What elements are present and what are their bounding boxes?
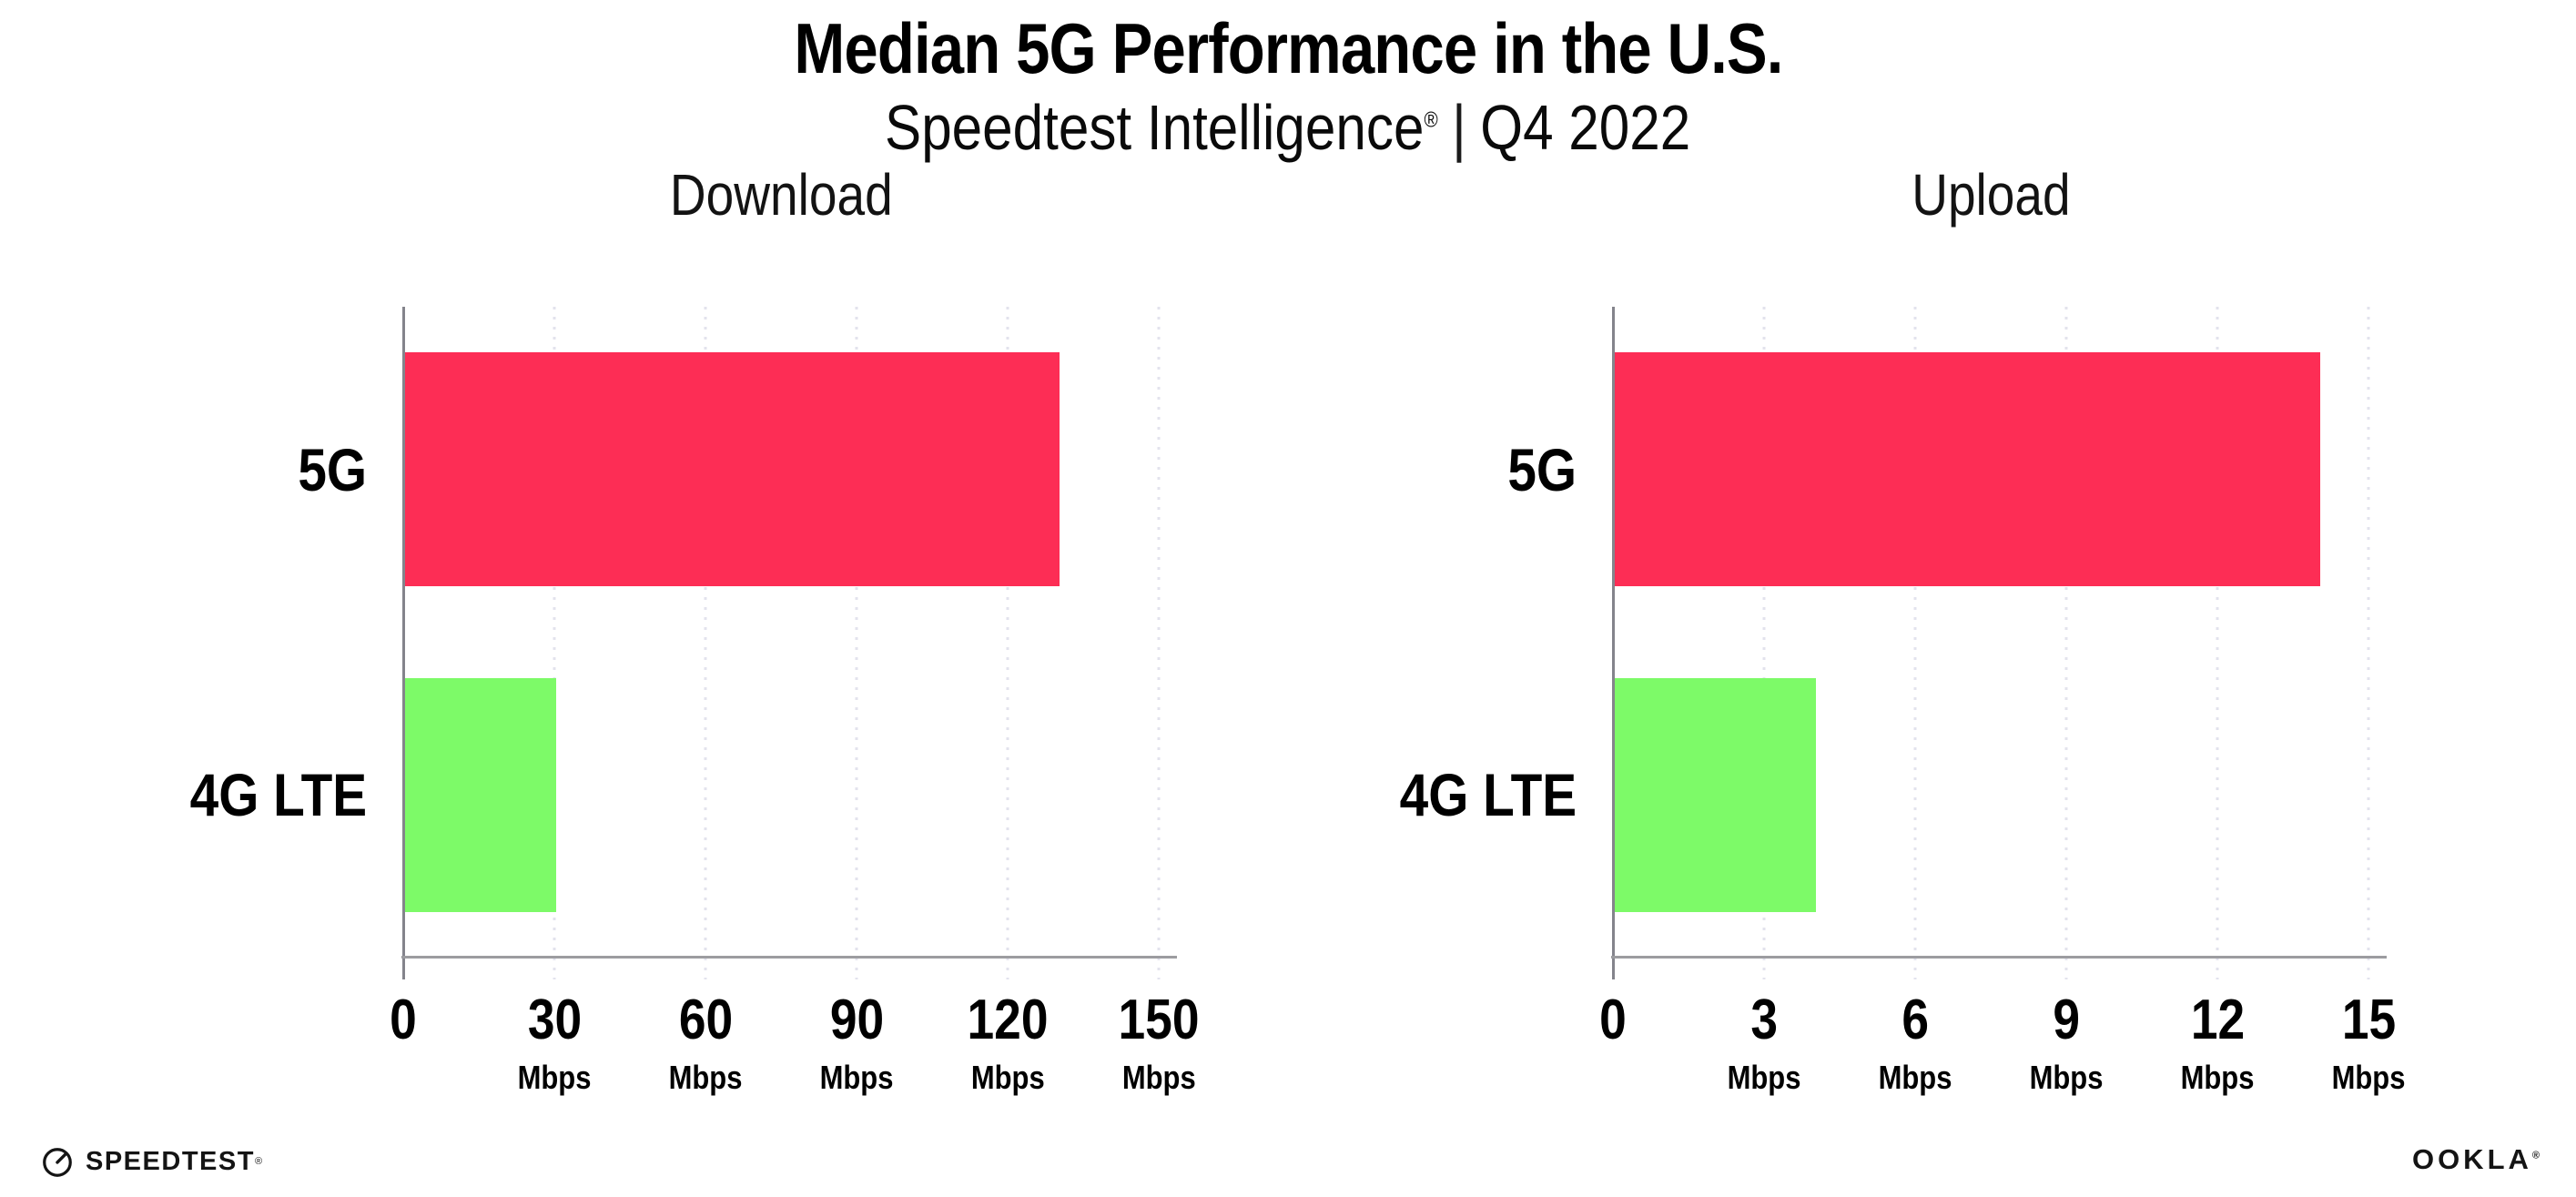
upload-category-label-4g-lte: 4G LTE <box>1399 761 1577 829</box>
tick-unit-label: Mbps <box>1878 1059 1952 1096</box>
download-gridlines <box>403 307 1161 979</box>
subtitle-period: Q4 2022 <box>1480 92 1691 163</box>
page-title-text: Median 5G Performance in the U.S. <box>793 8 1783 88</box>
upload-x-tick-6: 6 Mbps <box>1872 992 1958 1094</box>
download-gridline-30-mbps <box>553 307 556 979</box>
tick-value-label: 90 <box>829 989 884 1051</box>
upload-x-tick-0: 0 <box>1597 992 1628 1049</box>
upload-gridline-6-mbps <box>1913 307 1917 979</box>
tick-unit-label: Mbps <box>2029 1059 2104 1096</box>
upload-x-tick-9: 9 Mbps <box>2023 992 2109 1094</box>
upload-bars <box>1613 307 2368 958</box>
tick-value-label: 15 <box>2341 989 2396 1051</box>
tick-value-label: 6 <box>1902 989 1929 1051</box>
tick-value-label: 30 <box>527 989 582 1051</box>
download-category-labels: 5G 4G LTE <box>190 307 1159 958</box>
tick-value-label: 9 <box>2053 989 2080 1051</box>
bar-download-5g <box>405 352 1060 587</box>
upload-chart-title-text: Upload <box>1911 162 2071 228</box>
tick-unit-label: Mbps <box>2180 1059 2255 1096</box>
tick-unit-label: Mbps <box>2331 1059 2406 1096</box>
upload-x-tick-labels: 0 3 Mbps 6 Mbps 9 Mbps 12 Mbps 15 Mbps <box>1599 307 2405 1094</box>
download-gridline-60-mbps <box>704 307 707 979</box>
upload-x-tick-15: 15 Mbps <box>2326 992 2411 1094</box>
upload-x-axis-line <box>1611 956 2387 959</box>
tick-value-label: 120 <box>967 989 1049 1051</box>
subtitle-text: Speedtest Intelligence® | Q4 2022 <box>885 91 1690 164</box>
bar-upload-5g <box>1615 352 2320 587</box>
speedtest-gauge-icon <box>43 1148 72 1177</box>
download-x-tick-0: 0 <box>388 992 419 1049</box>
download-gridline-150-mbps <box>1157 307 1161 979</box>
tick-unit-label: Mbps <box>970 1059 1045 1096</box>
upload-chart-title: Upload <box>1613 161 2368 228</box>
upload-gridline-3-mbps <box>1762 307 1766 979</box>
download-category-label-4g-lte: 4G LTE <box>189 761 367 829</box>
upload-category-labels: 5G 4G LTE <box>1400 307 2368 958</box>
upload-gridlines <box>1613 307 2370 979</box>
upload-gridline-9-mbps <box>2064 307 2068 979</box>
tick-unit-label: Mbps <box>668 1059 743 1096</box>
upload-gridline-12-mbps <box>2216 307 2219 979</box>
download-y-axis-line <box>402 307 405 979</box>
ookla-logo: OOKLA® <box>2412 1145 2543 1173</box>
upload-chart-panel: Upload 5G 4G LTE 0 3 Mbps 6 Mbps 9 Mbps 12 Mbps 15… <box>1400 162 2406 1094</box>
ookla-registered-mark-icon: ® <box>2531 1150 2543 1161</box>
upload-x-tick-12: 12 Mbps <box>2175 992 2260 1094</box>
download-chart-title: Download <box>403 161 1159 228</box>
download-x-axis-line <box>401 956 1177 959</box>
download-chart-panel: Download 5G 4G LTE 0 30 Mbps 60 Mbps 90 Mbps 120… <box>190 162 1200 1094</box>
tick-value-label: 12 <box>2190 989 2245 1051</box>
registered-trademark-icon: ® <box>1424 107 1439 133</box>
download-x-tick-60: 60 Mbps <box>663 992 748 1094</box>
chart-subtitle: Speedtest Intelligence® | Q4 2022 <box>0 91 2576 164</box>
download-chart-title-text: Download <box>669 162 893 228</box>
tick-value-label: 150 <box>1118 989 1200 1051</box>
tick-value-label: 0 <box>390 989 417 1051</box>
subtitle-brand: Speedtest Intelligence <box>885 92 1425 163</box>
tick-value-label: 60 <box>678 989 733 1051</box>
upload-y-axis-line <box>1612 307 1615 979</box>
tick-value-label: 3 <box>1750 989 1778 1051</box>
ookla-wordmark: OOKLA <box>2411 1143 2532 1175</box>
tick-unit-label: Mbps <box>1121 1059 1196 1096</box>
upload-x-tick-3: 3 Mbps <box>1721 992 1807 1094</box>
bar-upload-4g-lte <box>1615 677 1817 912</box>
download-x-tick-120: 120 Mbps <box>960 992 1054 1094</box>
upload-gridline-15-mbps <box>2367 307 2370 979</box>
download-x-tick-150: 150 Mbps <box>1111 992 1205 1094</box>
download-category-label-5g: 5G <box>298 435 367 503</box>
page-title: Median 5G Performance in the U.S. <box>0 7 2576 90</box>
subtitle-separator: | <box>1452 92 1467 163</box>
download-gridline-120-mbps <box>1006 307 1009 979</box>
download-x-tick-30: 30 Mbps <box>512 992 597 1094</box>
download-gridline-90-mbps <box>855 307 858 979</box>
speedtest-logo: SPEEDTEST ® <box>40 1144 262 1179</box>
download-bars <box>403 307 1159 958</box>
speedtest-wordmark: SPEEDTEST <box>86 1146 255 1176</box>
bar-download-4g-lte <box>405 677 556 912</box>
tick-value-label: 0 <box>1599 989 1627 1051</box>
tick-unit-label: Mbps <box>819 1059 894 1096</box>
download-x-tick-90: 90 Mbps <box>814 992 899 1094</box>
download-x-tick-labels: 0 30 Mbps 60 Mbps 90 Mbps 120 Mbps 150 Mbps <box>390 307 1199 1094</box>
tick-unit-label: Mbps <box>1727 1059 1801 1096</box>
tick-unit-label: Mbps <box>517 1059 592 1096</box>
upload-category-label-5g: 5G <box>1507 435 1577 503</box>
